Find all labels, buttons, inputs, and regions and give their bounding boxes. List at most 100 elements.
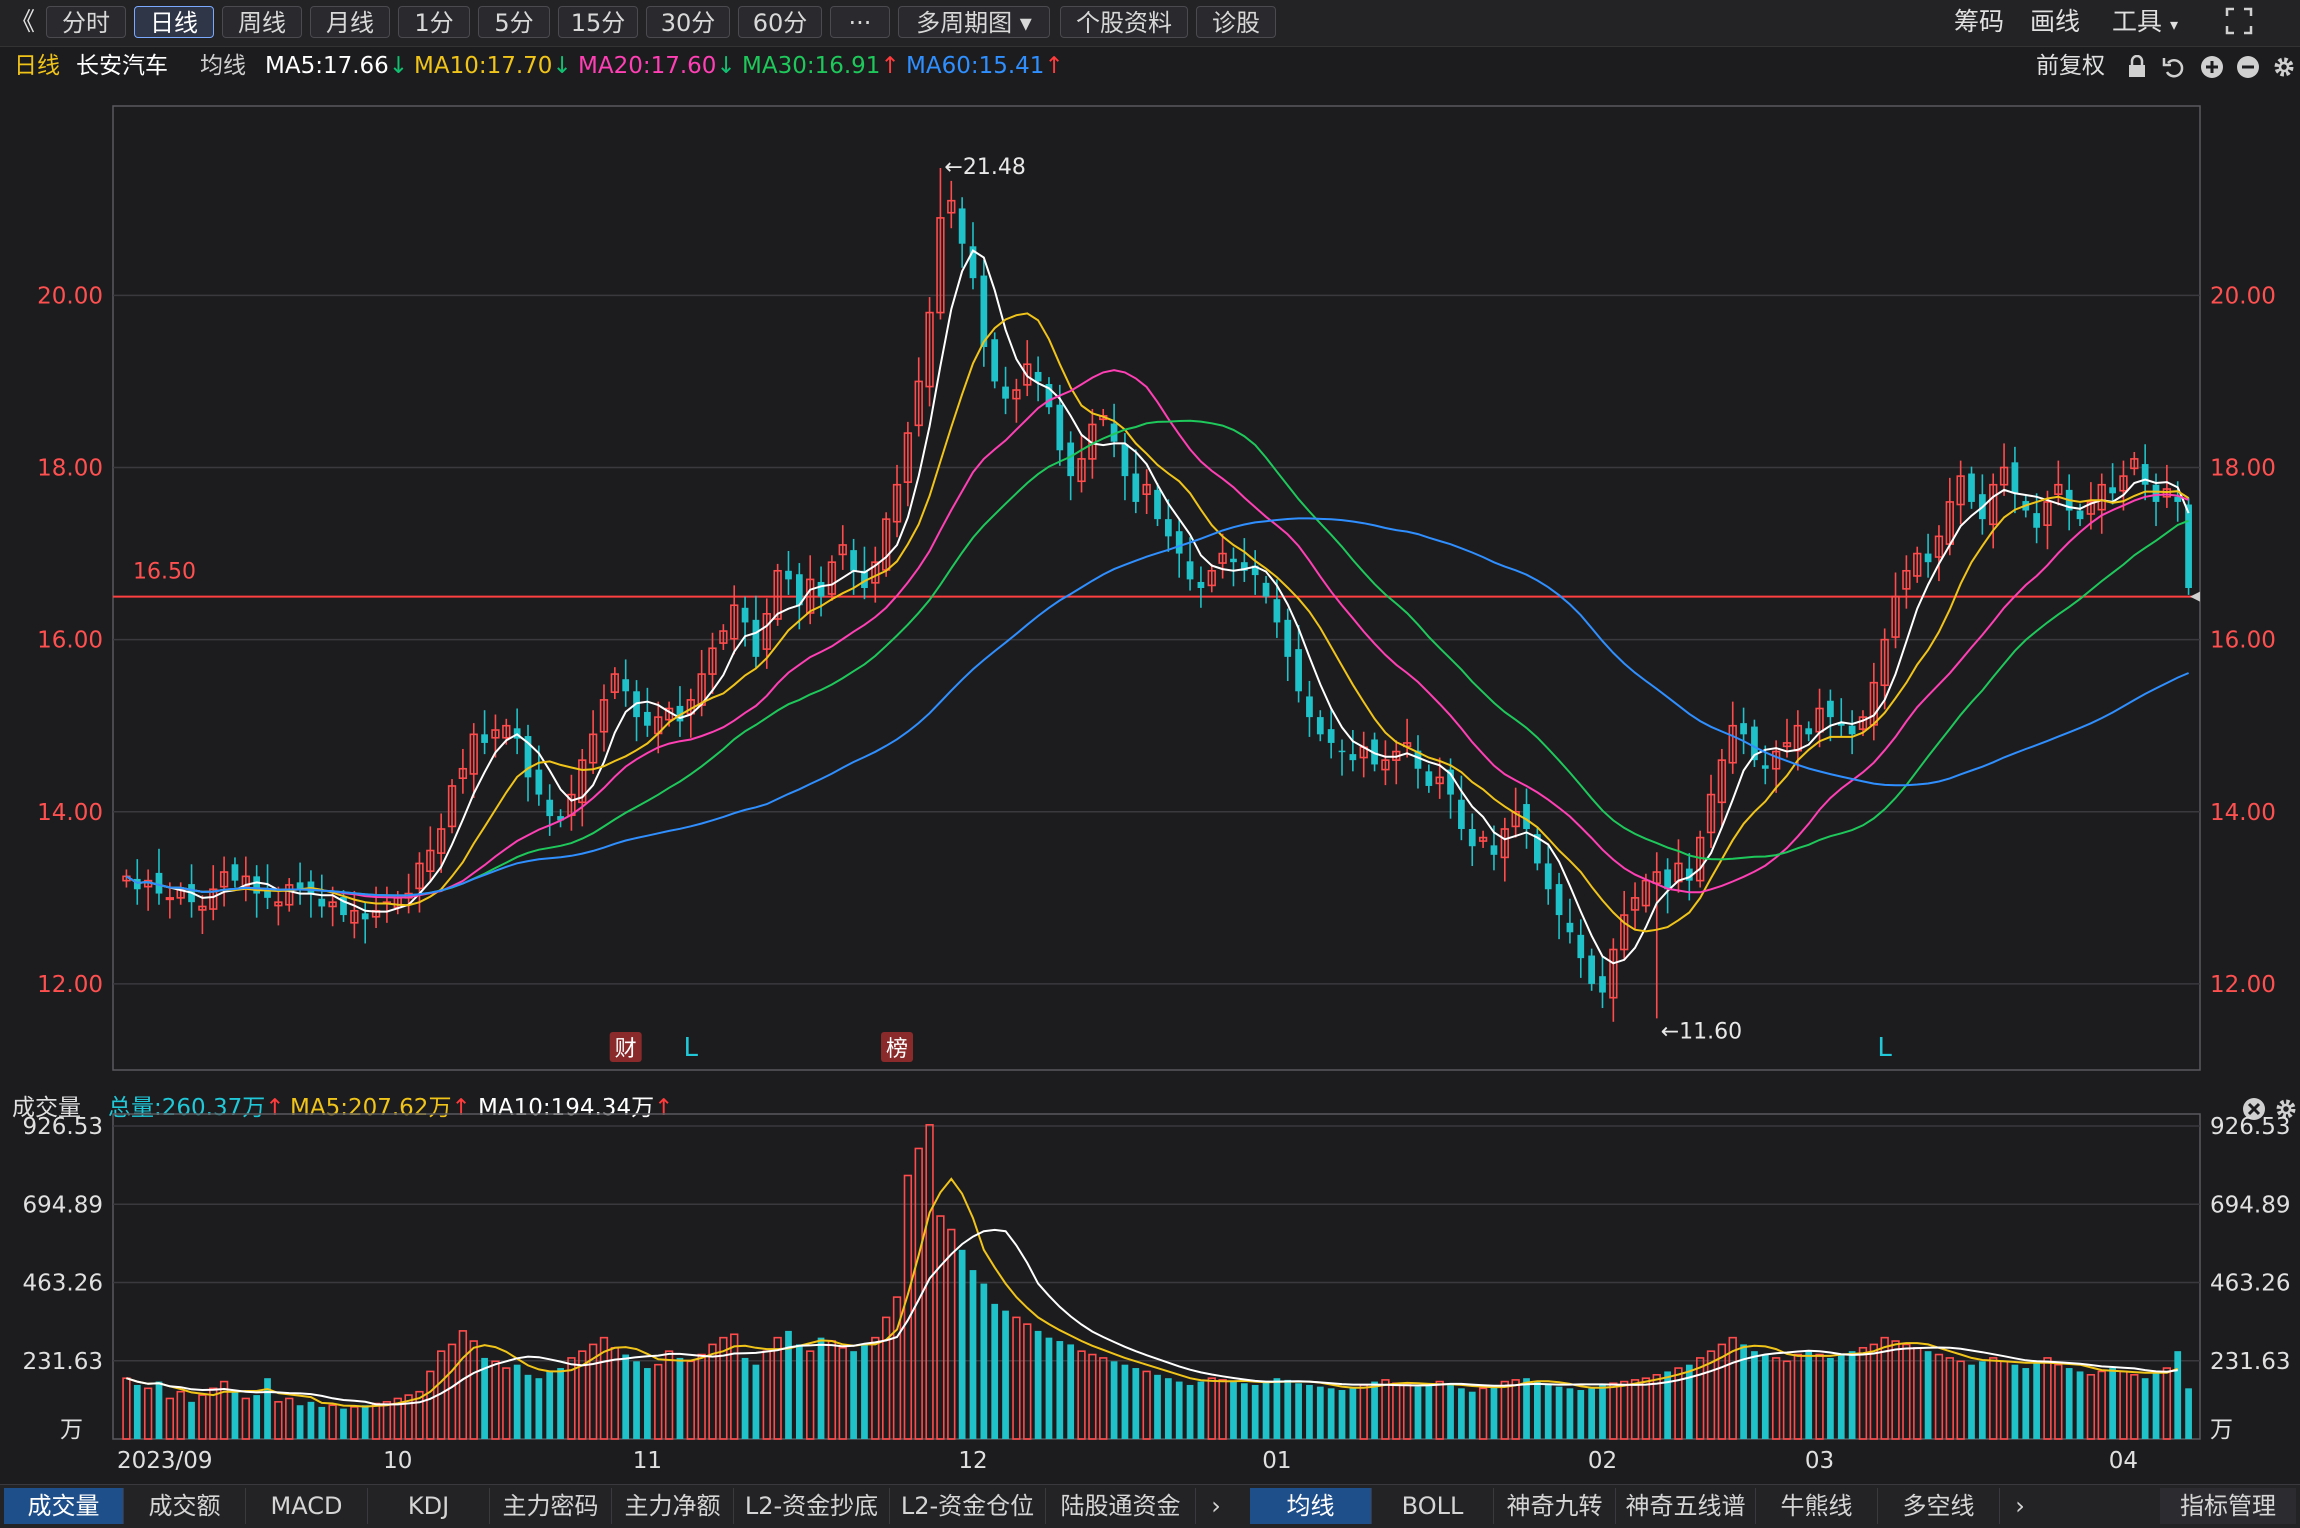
- tab-volume[interactable]: 成交量: [4, 1488, 124, 1524]
- ma20-line: [125, 369, 2189, 899]
- tab-boll[interactable]: BOLL: [1372, 1488, 1494, 1524]
- candle-body: [1880, 638, 1889, 687]
- tab-magic-nine[interactable]: 神奇九转: [1494, 1488, 1616, 1524]
- more-tabs-icon[interactable]: ›: [2015, 1492, 2025, 1520]
- candle-body: [1056, 404, 1064, 451]
- tab-macd[interactable]: MACD: [246, 1488, 368, 1524]
- lock-icon[interactable]: [2126, 54, 2148, 90]
- volume-bar: [1262, 1381, 1270, 1439]
- volume-bar: [209, 1387, 218, 1440]
- expand-icon[interactable]: [2224, 6, 2260, 38]
- tab-northbound[interactable]: 陆股通资金: [1046, 1488, 1196, 1524]
- diagnose-button[interactable]: 诊股: [1196, 6, 1276, 38]
- candle-body: [1240, 562, 1248, 571]
- candle-body: [415, 862, 424, 890]
- indicator-manage-button[interactable]: 指标管理: [2160, 1488, 2296, 1524]
- candle-body: [947, 199, 956, 214]
- ma-label[interactable]: 均线: [200, 53, 246, 79]
- candle-body: [285, 884, 294, 906]
- candle-body: [1511, 810, 1520, 828]
- candle-body: [1728, 724, 1737, 764]
- volume-bar: [806, 1350, 815, 1440]
- more-tabs-icon[interactable]: ›: [1211, 1492, 1221, 1520]
- period-label: 日线: [14, 53, 60, 79]
- volume-bar: [1458, 1388, 1465, 1439]
- volume-bar: [1858, 1346, 1868, 1440]
- stock-info-button[interactable]: 个股资料: [1060, 6, 1188, 38]
- volume-title: 成交量: [12, 1095, 81, 1121]
- x-axis-label: 02: [1588, 1448, 1617, 1474]
- candle-body: [2130, 458, 2139, 470]
- tab-monthly[interactable]: 月线: [310, 6, 390, 38]
- kline-chart[interactable]: 12.00 12.00 14.00 14.00 16.00 16.00 18.00 18.00…: [0, 84, 2300, 1484]
- volume-bar: [2162, 1367, 2172, 1440]
- settings-icon[interactable]: [2274, 1096, 2298, 1132]
- multi-period-button[interactable]: 多周期图 ▾: [898, 6, 1050, 38]
- candle-body: [2119, 475, 2128, 492]
- adjust-mode[interactable]: 前复权: [2036, 53, 2105, 79]
- tab-daily[interactable]: 日线: [134, 6, 214, 38]
- volume-bar: [817, 1337, 825, 1439]
- candle-body: [2054, 483, 2063, 495]
- candle-body: [1782, 742, 1792, 748]
- draw-button[interactable]: 画线: [2030, 7, 2081, 36]
- tab-15min[interactable]: 15分: [558, 6, 638, 38]
- candle-body: [1121, 444, 1129, 477]
- volume-bar: [1599, 1384, 1606, 1439]
- tab-kdj[interactable]: KDJ: [368, 1488, 490, 1524]
- candle-body: [1414, 750, 1422, 769]
- tab-l2-position[interactable]: L2-资金仓位: [890, 1488, 1046, 1524]
- price-panel-frame: [112, 105, 2201, 1071]
- candle-body: [1425, 771, 1433, 786]
- zoom-in-icon[interactable]: [2200, 54, 2224, 90]
- candle-body: [2162, 488, 2172, 498]
- candle-body: [340, 896, 347, 916]
- more-periods-button[interactable]: ···: [830, 6, 890, 38]
- tab-main-net[interactable]: 主力净额: [612, 1488, 734, 1524]
- candle-body: [274, 901, 283, 907]
- volume-bar: [1099, 1357, 1108, 1440]
- tab-1min[interactable]: 1分: [398, 6, 470, 38]
- tab-long-short[interactable]: 多空线: [1878, 1488, 2000, 1524]
- volume-bar: [925, 1124, 934, 1440]
- tab-magic-five[interactable]: 神奇五线谱: [1616, 1488, 1756, 1524]
- tab-turnover[interactable]: 成交额: [124, 1488, 246, 1524]
- tab-l2-bottom[interactable]: L2-资金抄底: [734, 1488, 890, 1524]
- candle-body: [1447, 769, 1454, 795]
- tools-button[interactable]: 工具 ▾: [2112, 6, 2178, 38]
- event-mark-l: L: [684, 1033, 699, 1063]
- x-axis-label: 01: [1262, 1448, 1291, 1474]
- tab-intraday[interactable]: 分时: [46, 6, 126, 38]
- volume-bar: [1468, 1391, 1476, 1439]
- candle-body: [578, 759, 587, 804]
- tab-5min[interactable]: 5分: [478, 6, 550, 38]
- candle-body: [741, 607, 749, 623]
- candle-body: [296, 882, 304, 890]
- price-tick-label-left: 18.00: [37, 456, 103, 482]
- volume-bar: [1414, 1386, 1422, 1439]
- close-icon[interactable]: [2242, 1096, 2266, 1132]
- candle-body: [2152, 484, 2160, 502]
- tab-30min[interactable]: 30分: [646, 6, 730, 38]
- zoom-out-icon[interactable]: [2236, 54, 2260, 90]
- volume-ma10-line: [126, 1228, 2178, 1406]
- volume-bar: [785, 1330, 792, 1439]
- candle-body: [1544, 863, 1552, 890]
- volume-tick-label-right: 463.26: [2210, 1271, 2290, 1297]
- volume-bar: [285, 1397, 294, 1440]
- candle-body: [2076, 510, 2084, 520]
- candle-body: [980, 275, 988, 347]
- collapse-icon[interactable]: 《: [10, 7, 36, 36]
- undo-icon[interactable]: [2162, 54, 2186, 90]
- chips-button[interactable]: 筹码: [1954, 7, 2005, 36]
- top-toolbar: 《 分时 日线 周线 月线 1分 5分 15分 30分 60分 ··· 多周期图…: [0, 0, 2300, 47]
- candle-body: [253, 876, 261, 894]
- tab-bull-bear[interactable]: 牛熊线: [1756, 1488, 1878, 1524]
- tab-main-force-code[interactable]: 主力密码: [490, 1488, 612, 1524]
- tab-ma[interactable]: 均线: [1250, 1488, 1372, 1524]
- tab-60min[interactable]: 60分: [738, 6, 822, 38]
- settings-icon[interactable]: [2272, 54, 2296, 90]
- tab-weekly[interactable]: 周线: [222, 6, 302, 38]
- volume-bar: [426, 1370, 435, 1440]
- candle-body: [2174, 496, 2182, 502]
